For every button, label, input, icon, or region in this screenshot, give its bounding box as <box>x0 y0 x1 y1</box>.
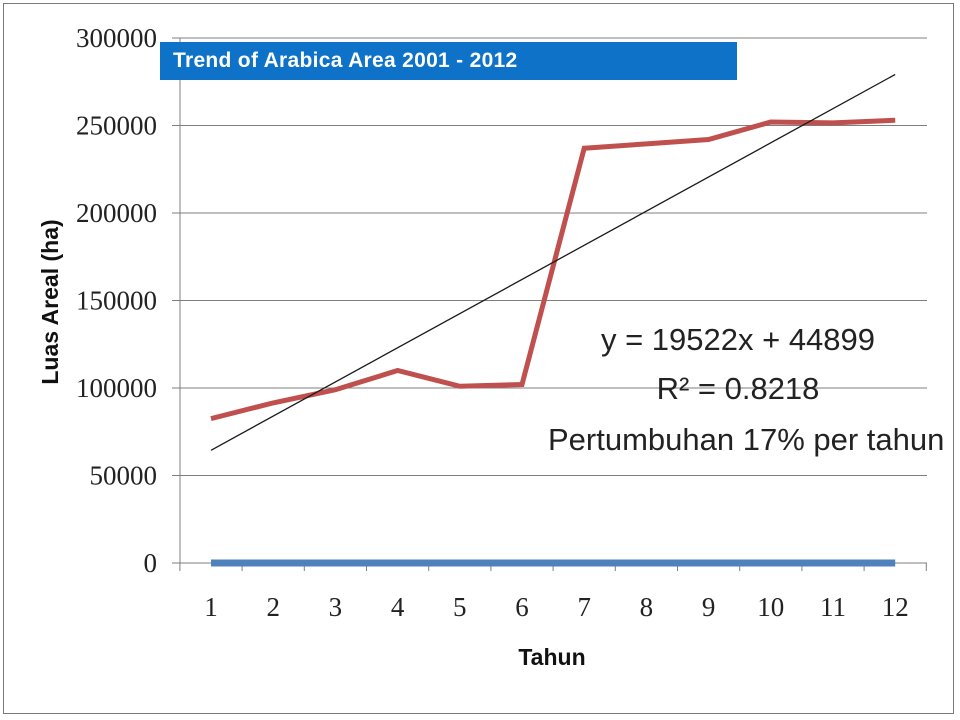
y-tick-label: 150000 <box>76 286 157 316</box>
y-tick-label: 0 <box>144 548 158 578</box>
x-tick-label: 7 <box>577 592 591 622</box>
series-line <box>210 117 896 422</box>
growth-label: Pertumbuhan 17% per tahun <box>548 422 945 457</box>
x-tick-label: 3 <box>329 592 343 622</box>
y-tick-label: 300000 <box>76 23 157 53</box>
x-tick-label: 4 <box>391 592 405 622</box>
x-tick-label: 6 <box>515 592 529 622</box>
x-axis-title: Tahun <box>518 644 585 670</box>
x-tick-label: 2 <box>266 592 280 622</box>
x-tick-label: 8 <box>640 592 654 622</box>
trendline <box>210 73 896 451</box>
x-tick-label: 12 <box>882 592 909 622</box>
chart-frame <box>3 3 954 714</box>
y-tick-label: 100000 <box>76 373 157 403</box>
trendline-equation: y = 19522x + 44899 <box>600 322 876 357</box>
r-squared-label: R² = 0.8218 <box>656 371 820 406</box>
y-tick-labels: 0 50000 100000 150000 200000 250000 300000 <box>76 23 157 578</box>
x-tick-label: 11 <box>820 592 846 622</box>
chart-title: Trend of Arabica Area 2001 - 2012 <box>160 42 737 80</box>
x-tick-label: 9 <box>702 592 716 622</box>
x-tick-label: 5 <box>453 592 467 622</box>
series-lines <box>210 117 896 567</box>
gridlines <box>172 37 927 564</box>
trendline-group <box>210 73 896 451</box>
y-tick-label: 250000 <box>76 111 157 141</box>
y-axis-title: Luas Areal (ha) <box>37 219 63 384</box>
y-tick-label: 50000 <box>90 461 158 491</box>
y-tick-label: 200000 <box>76 198 157 228</box>
x-tick-labels: 1 2 3 4 5 6 7 8 9 10 11 12 <box>204 592 908 622</box>
x-tick-label: 1 <box>204 592 218 622</box>
x-tick-label: 10 <box>757 592 784 622</box>
